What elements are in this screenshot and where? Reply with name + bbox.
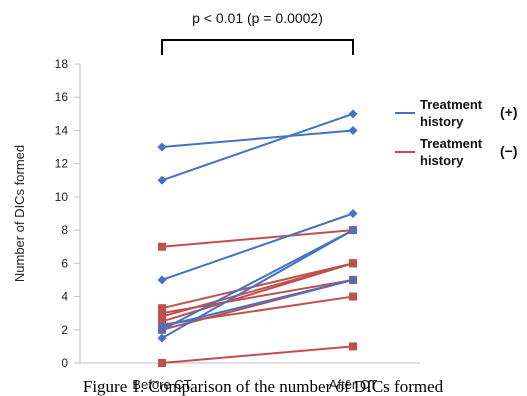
legend-sign: (−) xyxy=(500,143,518,159)
y-tick-label: 6 xyxy=(61,256,68,270)
y-tick-label: 18 xyxy=(55,57,69,71)
y-tick-label: 4 xyxy=(61,290,68,304)
diamond-marker xyxy=(158,143,167,152)
legend-sign: (+) xyxy=(500,104,518,120)
legend-label: Treatment xyxy=(420,136,483,151)
legend-label: history xyxy=(420,114,464,129)
square-marker xyxy=(349,342,357,350)
legend-label: history xyxy=(420,153,464,168)
diamond-marker xyxy=(349,126,358,135)
y-tick-label: 12 xyxy=(55,157,69,171)
series-group xyxy=(158,109,358,367)
series-line xyxy=(162,263,353,321)
caption-group: Figure 1. Comparison of the number of DI… xyxy=(83,377,444,396)
diamond-marker xyxy=(158,334,167,343)
figure-caption: Figure 1. Comparison of the number of DI… xyxy=(83,377,444,396)
legend: Treatment history (+) Treatment history (−) xyxy=(395,97,518,168)
y-tick-label: 10 xyxy=(55,190,69,204)
y-tick-label: 0 xyxy=(61,356,68,370)
square-marker xyxy=(158,359,166,367)
series-line xyxy=(162,114,353,180)
square-marker xyxy=(349,259,357,267)
y-tick-label: 16 xyxy=(55,90,69,104)
square-marker xyxy=(349,293,357,301)
y-axis-title: Number of DICs formed xyxy=(12,145,27,282)
diamond-marker xyxy=(349,209,358,218)
diamond-marker xyxy=(349,109,358,118)
y-tick-label: 14 xyxy=(55,123,69,137)
legend-label: Treatment xyxy=(420,97,483,112)
diamond-marker xyxy=(158,176,167,185)
y-tick-label: 8 xyxy=(61,223,68,237)
significance-bracket: p < 0.01 (p = 0.0002) xyxy=(162,10,353,55)
diamond-marker xyxy=(158,275,167,284)
square-marker xyxy=(158,243,166,251)
series-line xyxy=(162,280,353,327)
y-tick-label: 2 xyxy=(61,323,68,337)
series-line xyxy=(162,346,353,363)
series-line xyxy=(162,130,353,147)
significance-label: p < 0.01 (p = 0.0002) xyxy=(192,10,323,26)
significance-bracket-line xyxy=(162,40,353,55)
